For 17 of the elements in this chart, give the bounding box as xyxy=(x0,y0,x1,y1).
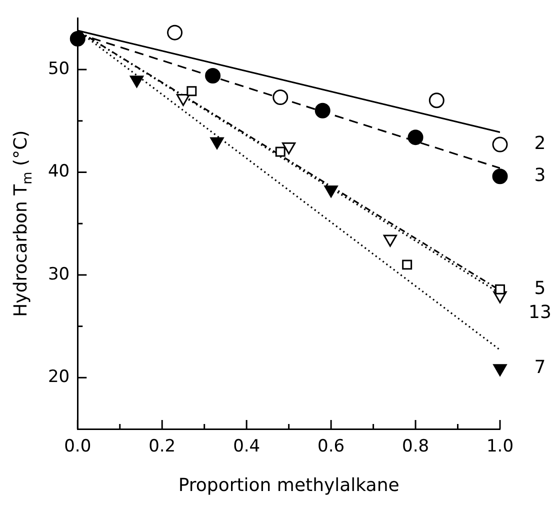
series-label: 13 xyxy=(528,302,552,323)
y-tick-label: 30 xyxy=(48,264,70,284)
series-label: 7 xyxy=(534,357,546,378)
x-tick-label: 1.0 xyxy=(486,436,514,457)
x-tick-label: 0.2 xyxy=(148,436,176,457)
y-tick-label: 20 xyxy=(48,367,70,388)
y-tick-label: 40 xyxy=(48,162,70,182)
y-axis-title: Hydrocarbon Tm (°C) xyxy=(10,130,36,317)
x-axis-title: Proportion methylalkane xyxy=(178,474,400,496)
x-tick-label: 0.0 xyxy=(64,436,92,457)
series-label: 5 xyxy=(534,278,546,299)
x-tick-label: 0.4 xyxy=(233,436,260,457)
x-tick-label: 0.8 xyxy=(402,436,430,457)
series-label: 3 xyxy=(534,165,546,186)
series-label: 2 xyxy=(534,133,546,154)
y-tick-label: 50 xyxy=(48,58,70,79)
x-tick-label: 0.6 xyxy=(318,436,345,457)
